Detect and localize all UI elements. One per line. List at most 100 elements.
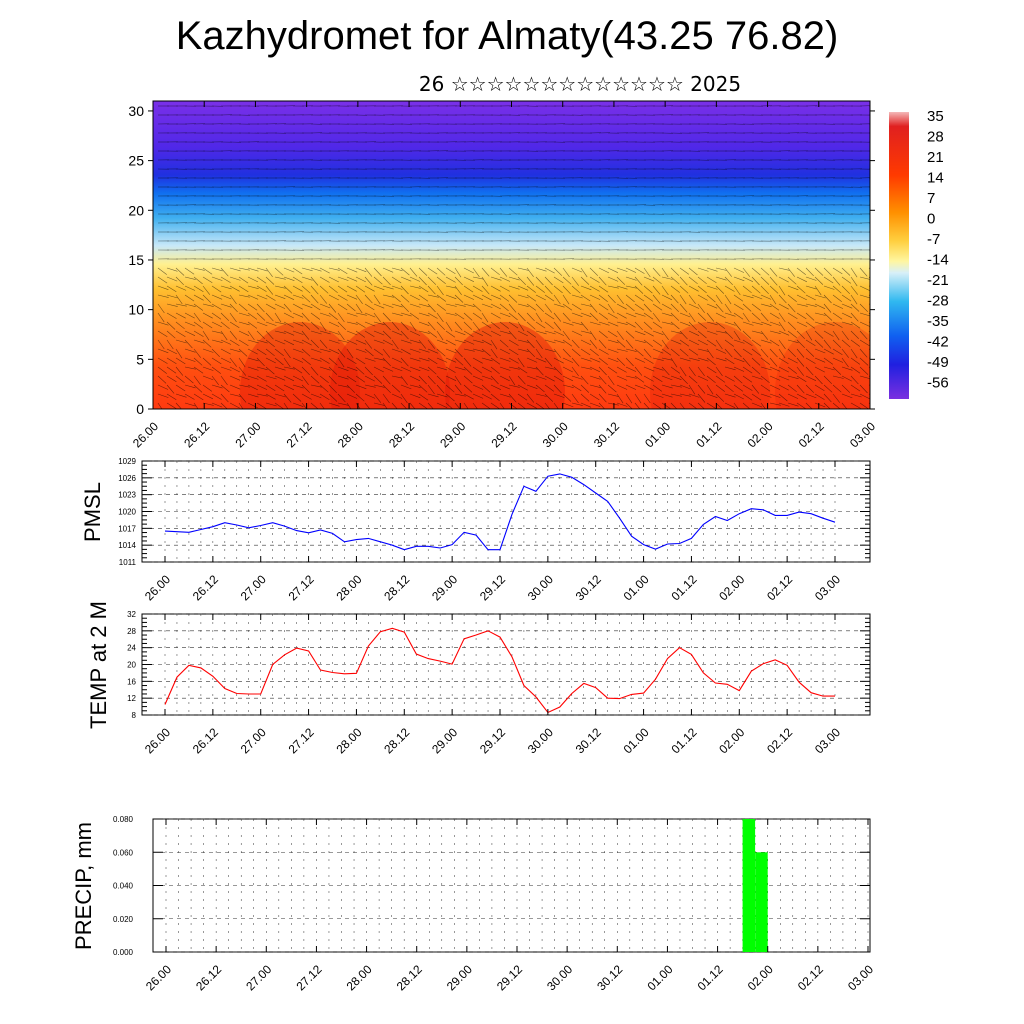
wind-barb xyxy=(616,303,627,310)
wind-barb xyxy=(400,348,411,355)
wind-barb xyxy=(400,267,410,276)
wind-barb xyxy=(805,294,816,301)
wind-barb xyxy=(616,384,628,390)
wind-barb xyxy=(643,294,654,302)
wind-barb xyxy=(364,402,371,409)
wind-barb xyxy=(526,303,537,311)
wind-barb xyxy=(805,393,817,399)
wind-barb xyxy=(157,276,168,284)
wind-barb xyxy=(526,267,534,277)
wind-barb xyxy=(283,393,292,403)
wind-barb xyxy=(490,330,501,337)
wind-barb xyxy=(769,357,778,367)
wind-barb xyxy=(859,375,870,380)
wind-barb xyxy=(418,375,427,385)
wind-barb xyxy=(607,330,618,338)
wind-barb xyxy=(805,267,814,277)
wind-barb xyxy=(418,276,427,286)
wind-barb xyxy=(238,321,250,326)
wind-barb xyxy=(166,357,177,365)
wind-barb xyxy=(643,312,654,320)
wind-barb xyxy=(274,402,285,409)
wind-barb xyxy=(625,294,635,303)
wind-barb xyxy=(427,303,436,313)
wind-barb xyxy=(634,330,646,336)
wind-barb xyxy=(652,366,664,371)
wind-barb xyxy=(580,285,592,291)
wind-barb xyxy=(328,357,338,366)
wind-barb xyxy=(499,276,511,282)
wind-barb xyxy=(301,402,308,409)
wind-barb xyxy=(661,339,669,350)
wind-barb xyxy=(193,312,201,322)
wind-barb xyxy=(454,285,462,295)
wind-barb xyxy=(607,267,619,273)
wind-barb xyxy=(265,339,275,347)
wind-barb xyxy=(301,294,311,303)
wind-barb xyxy=(688,276,698,285)
wind-barb xyxy=(238,303,248,312)
wind-barb xyxy=(436,312,444,323)
wind-barb xyxy=(670,267,680,276)
wind-barb xyxy=(634,276,643,286)
colorbar-label: 28 xyxy=(927,129,944,146)
wind-barb xyxy=(787,357,798,364)
wind-barb xyxy=(391,402,398,409)
wind-barb xyxy=(445,357,457,363)
wind-barb xyxy=(607,375,615,386)
wind-barb xyxy=(616,366,627,373)
wind-barb xyxy=(679,357,691,362)
wind-barb xyxy=(751,267,761,276)
wind-barb xyxy=(850,267,858,278)
wind-barb xyxy=(571,366,579,376)
x-tick-label: 29.00 xyxy=(444,962,475,993)
wind-barb xyxy=(616,402,628,407)
wind-barb xyxy=(661,366,670,376)
wind-barb xyxy=(832,285,842,294)
wind-barb xyxy=(193,357,203,366)
wind-barb xyxy=(589,330,597,341)
wind-barb xyxy=(481,393,492,400)
wind-barb xyxy=(526,312,535,322)
wind-barb xyxy=(463,312,473,321)
wind-barb xyxy=(598,294,608,302)
wind-barb xyxy=(355,303,363,314)
y-tick-label: 1026 xyxy=(118,474,136,483)
wind-barb xyxy=(706,393,718,398)
wind-barb xyxy=(328,339,340,344)
wind-barb xyxy=(805,321,816,329)
wind-barb xyxy=(778,384,789,391)
wind-barb xyxy=(823,312,833,321)
wind-barb xyxy=(463,339,475,345)
temperature-x-axis: 26.00 26.12 27.00 27.12 28.00 28.12 29.00 29.12… xyxy=(142,614,843,756)
x-tick-label: 29.00 xyxy=(429,572,460,603)
wind-barb xyxy=(805,312,815,321)
wind-barb xyxy=(571,285,581,294)
wind-barb xyxy=(166,384,175,394)
wind-barb xyxy=(688,348,699,356)
wind-barb xyxy=(796,276,808,283)
x-tick-label: 01.12 xyxy=(693,419,724,450)
wind-barb xyxy=(310,330,322,335)
wind-barb xyxy=(283,384,295,391)
wind-barb xyxy=(184,303,196,307)
wind-barb xyxy=(229,330,238,340)
wind-barb xyxy=(346,312,358,317)
wind-barb xyxy=(796,384,805,394)
wind-barb xyxy=(355,312,367,316)
wind-barb xyxy=(220,312,230,321)
x-tick-label: 28.12 xyxy=(386,419,417,450)
wind-barb xyxy=(535,375,547,380)
wind-barb xyxy=(391,384,401,393)
x-tick-label: 30.00 xyxy=(540,419,571,450)
wind-barb xyxy=(382,276,391,286)
wind-barb xyxy=(598,321,610,326)
wind-barb xyxy=(733,321,742,331)
wind-barb xyxy=(265,348,275,357)
wind-barb xyxy=(274,312,282,323)
wind-barb xyxy=(481,357,493,362)
wind-barb xyxy=(166,330,176,339)
wind-barb xyxy=(319,348,331,353)
wind-barb xyxy=(661,357,673,361)
